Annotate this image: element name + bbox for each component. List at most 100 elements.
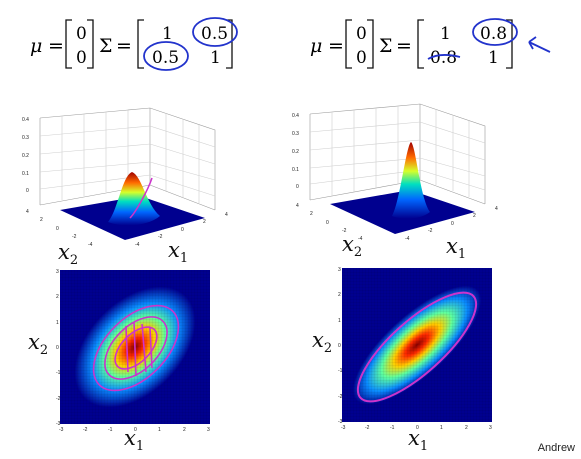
sigma-entry: 1 <box>488 48 499 68</box>
tick-label: -4 <box>358 236 363 242</box>
x2-ticks: 4 2 0 -2 -4 <box>296 203 363 242</box>
tick-label: 4 <box>296 203 299 209</box>
axis-box <box>309 103 486 205</box>
sigma-entry: 1 <box>210 48 221 68</box>
surface-plot-left-svg: 0.4 0.3 0.2 0.1 0 4 2 0 -2 -4 -4 -2 0 2 … <box>22 107 228 248</box>
tick-label: 1 <box>440 425 443 431</box>
tick-label: 3 <box>489 425 492 431</box>
mu-entry: 0 <box>76 48 87 68</box>
tick-label: 3 <box>56 269 59 275</box>
tick-label: 0 <box>56 226 59 232</box>
mu-entry: 0 <box>356 24 367 44</box>
tick-label: 1 <box>56 320 59 326</box>
sigma-entry: 1 <box>440 24 451 44</box>
tick-label: -1 <box>338 368 343 374</box>
bracket-open <box>137 19 144 69</box>
x1-label: x1 <box>168 238 189 267</box>
x2-label: x2 <box>312 328 333 357</box>
tick-label: 0 <box>134 427 137 433</box>
tick-label: 2 <box>473 213 476 219</box>
mu-entry: 0 <box>356 48 367 68</box>
x1-ticks: -4 -2 0 2 4 <box>405 206 498 242</box>
y-ticks: 3 2 1 0 -1 -2 -3 <box>338 267 343 425</box>
heatmap-grid <box>342 268 492 422</box>
tick-label: 2 <box>465 425 468 431</box>
tick-label: 0.3 <box>292 131 299 137</box>
tick-label: -2 <box>56 396 61 402</box>
tick-label: -2 <box>342 228 347 234</box>
heatmap-left: -3 -2 -1 0 1 2 3 3 2 1 0 -1 -2 -3 <box>56 268 214 434</box>
bracket-close <box>367 19 374 69</box>
x-ticks: -3 -2 -1 0 1 2 3 <box>341 425 492 431</box>
bracket-close <box>87 19 94 69</box>
tick-label: -2 <box>428 228 433 234</box>
tick-label: 2 <box>40 217 43 223</box>
tick-label: -4 <box>405 236 410 242</box>
author-credit: Andrew <box>537 442 575 454</box>
tick-label: -4 <box>88 242 93 248</box>
x2-label: x2 <box>28 330 49 359</box>
tick-label: 0.1 <box>292 167 299 173</box>
tick-label: 2 <box>310 211 313 217</box>
tick-label: 0 <box>326 220 329 226</box>
tick-label: 1 <box>338 318 341 324</box>
tick-label: -1 <box>56 370 61 376</box>
tick-label: 0.3 <box>22 135 29 141</box>
bracket-close <box>226 19 233 69</box>
tick-label: 4 <box>225 212 228 218</box>
bracket-open <box>417 19 424 69</box>
tick-label: 3 <box>207 427 210 433</box>
tick-label: 2 <box>338 292 341 298</box>
y-ticks: 3 2 1 0 -1 -2 -3 <box>56 269 61 427</box>
x2-label: x2 <box>342 232 363 261</box>
tick-label: -3 <box>59 427 64 433</box>
equals-sign: = <box>328 35 344 57</box>
z-ticks: 0.4 0.3 0.2 0.1 0 <box>292 113 299 190</box>
annotation-stroke <box>129 177 153 219</box>
sigma-entry: 0.8 <box>480 24 507 44</box>
sigma-entry: 1 <box>162 24 173 44</box>
tick-label: 0 <box>451 221 454 227</box>
tick-label: 0.4 <box>22 117 29 123</box>
tick-label: 2 <box>203 219 206 225</box>
heatmap-right: -3 -2 -1 0 1 2 3 3 2 1 0 -1 -2 -3 <box>338 266 496 432</box>
mu-entry: 0 <box>76 24 87 44</box>
tick-label: -3 <box>338 419 343 425</box>
heatmap-left-svg: -3 -2 -1 0 1 2 3 3 2 1 0 -1 -2 -3 <box>56 269 210 433</box>
tick-label: -3 <box>341 425 346 431</box>
tick-label: 0 <box>56 345 59 351</box>
tick-label: -2 <box>158 234 163 240</box>
equation-right: μ = 0 0 Σ = 1 0.8 0.8 1 <box>300 12 560 74</box>
bracket-open <box>65 19 72 69</box>
tick-label: 0 <box>338 343 341 349</box>
tick-label: -3 <box>56 421 61 427</box>
x1-label: x1 <box>446 234 467 263</box>
tick-label: -4 <box>135 242 140 248</box>
tick-label: 2 <box>183 427 186 433</box>
annotation-circle <box>472 18 518 46</box>
surface-plot-right-svg: 0.4 0.3 0.2 0.1 0 4 2 0 -2 -4 -4 -2 0 2 … <box>292 103 498 242</box>
equation-right-svg: μ = 0 0 Σ = 1 0.8 0.8 1 <box>310 18 551 69</box>
tick-label: 4 <box>495 206 498 212</box>
tick-label: -1 <box>108 427 113 433</box>
sigma-entry: 0.8 <box>430 48 457 68</box>
x1-label: x1 <box>124 426 145 455</box>
x2-ticks: 4 2 0 -2 -4 <box>26 209 93 248</box>
x1-ticks: -4 -2 0 2 4 <box>135 212 228 248</box>
x2-label: x2 <box>58 240 79 269</box>
tick-label: 0 <box>296 184 299 190</box>
tick-label: 0.2 <box>292 149 299 155</box>
tick-label: 0 <box>181 227 184 233</box>
tick-label: -1 <box>390 425 395 431</box>
surface-peak <box>392 142 430 219</box>
equation-left-svg: μ = 0 0 Σ = 1 0.5 0.5 1 <box>30 17 238 71</box>
surface-plot-right: 0.4 0.3 0.2 0.1 0 4 2 0 -2 -4 -4 -2 0 2 … <box>280 92 540 252</box>
sigma-entry: 0.5 <box>152 48 179 68</box>
contour-annotation <box>356 291 478 403</box>
heatmap-right-svg: -3 -2 -1 0 1 2 3 3 2 1 0 -1 -2 -3 <box>338 267 492 431</box>
tick-label: 0.2 <box>22 153 29 159</box>
sigma-symbol: Σ <box>379 35 392 57</box>
tick-label: 4 <box>26 209 29 215</box>
equation-left: μ = 0 0 Σ = 1 0.5 0.5 1 <box>20 12 260 74</box>
annotation-circle <box>143 41 189 71</box>
